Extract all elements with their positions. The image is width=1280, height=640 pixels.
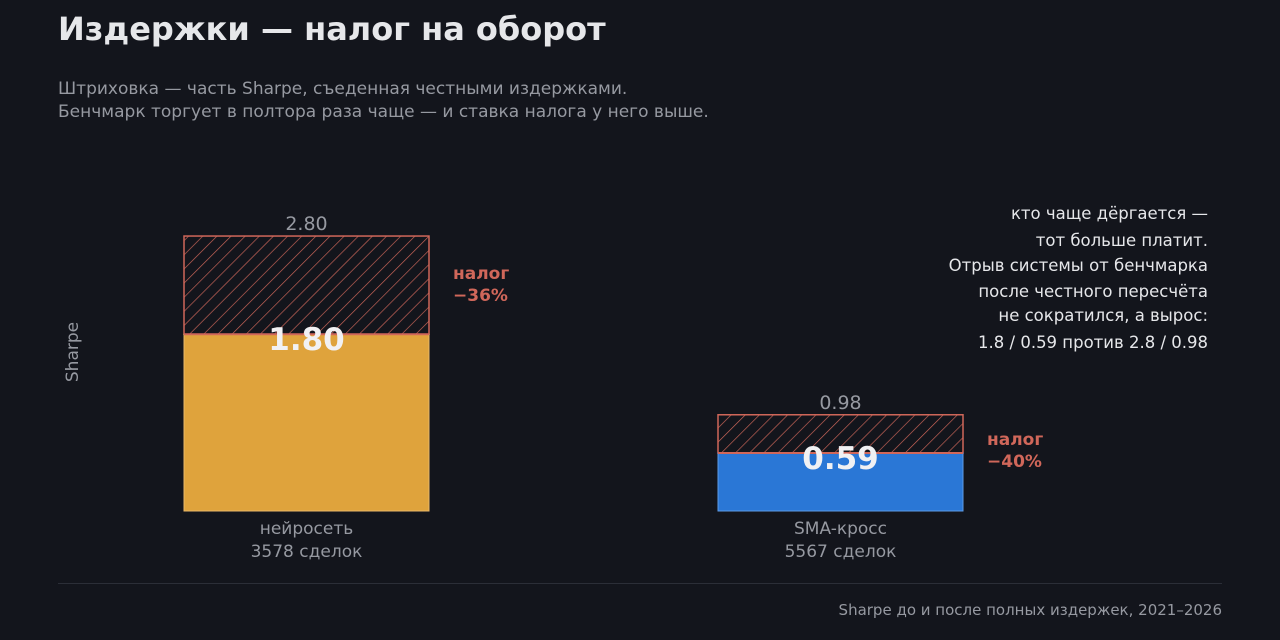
value-label-gross: 2.80 <box>285 213 327 235</box>
tax-label: налог <box>987 430 1043 450</box>
annotation-line-4: после честного пересчёта <box>978 282 1208 301</box>
annotation-line-5: не сократился, а вырос: <box>998 306 1208 325</box>
tax-label: налог <box>453 264 509 284</box>
x-tick-sublabel: 3578 сделок <box>251 542 363 562</box>
bar-net-0 <box>183 333 430 512</box>
x-tick-label: нейросеть <box>260 519 354 539</box>
tax-percent-label: −40% <box>987 452 1042 472</box>
footer-divider <box>58 583 1222 584</box>
bar-net-1 <box>717 452 964 512</box>
x-tick-label: SMA-кросс <box>794 519 887 539</box>
annotation-line-2: тот больше платит. <box>1035 231 1208 250</box>
value-label-net: 0.59 <box>802 441 879 477</box>
x-tick-sublabel: 5567 сделок <box>785 542 897 562</box>
y-axis-label: Sharpe <box>63 322 83 382</box>
footer-caption: Sharpe до и после полных издержек, 2021–… <box>838 601 1222 619</box>
value-label-gross: 0.98 <box>819 392 861 414</box>
page-title: Издержки — налог на оборот <box>58 10 606 48</box>
subtitle-line-2: Бенчмарк торгует в полтора раза чаще — и… <box>58 102 709 122</box>
subtitle-line-1: Штриховка — часть Sharpe, съеденная чест… <box>58 79 628 99</box>
tax-percent-label: −36% <box>453 286 508 306</box>
annotation-line-1: кто чаще дёргается — <box>1010 204 1208 223</box>
bar-tax-0 <box>183 235 430 335</box>
value-label-net: 1.80 <box>268 322 345 358</box>
annotation-line-3: Отрыв системы от бенчмарка <box>948 256 1208 275</box>
annotation-line-6: 1.8 / 0.59 против 2.8 / 0.98 <box>978 333 1208 352</box>
